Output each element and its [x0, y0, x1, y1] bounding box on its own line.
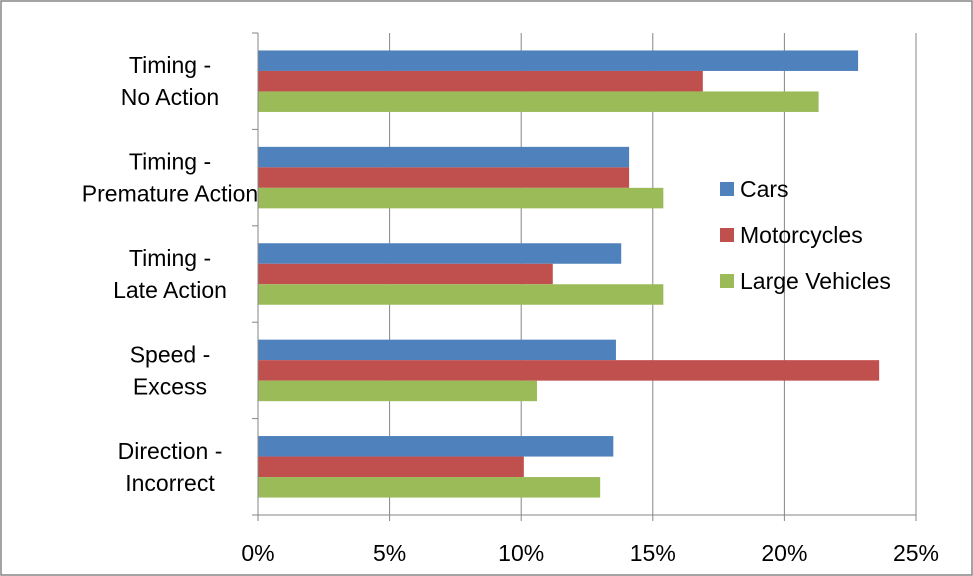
- bar-motorcycles: [258, 70, 703, 92]
- legend-label: Large Vehicles: [740, 268, 891, 294]
- legend-swatch: [720, 228, 734, 242]
- legend-swatch: [720, 274, 734, 288]
- x-tick-label: 15%: [630, 540, 676, 566]
- bar-large-vehicles: [258, 187, 664, 209]
- bar-cars: [258, 243, 622, 264]
- bar-large-vehicles: [258, 380, 537, 402]
- legend: Cars Motorcycles Large Vehicles: [720, 176, 891, 294]
- bar-cars: [258, 436, 614, 457]
- axes: 0% 5% 10% 15% 20% 25% Timing - No Action Timing …: [82, 32, 939, 566]
- category-label: Timing -: [129, 149, 211, 175]
- category-label: Late Action: [113, 277, 227, 303]
- bar-motorcycles: [258, 167, 630, 188]
- legend-label: Cars: [740, 176, 789, 202]
- bar-cars: [258, 146, 630, 168]
- category-label: No Action: [121, 84, 219, 110]
- category-label: Direction -: [118, 438, 223, 464]
- bar-motorcycles: [258, 456, 524, 478]
- category-label: Excess: [133, 373, 207, 399]
- x-tick-label: 10%: [498, 540, 544, 566]
- bar-cars: [258, 50, 859, 71]
- category-label: Timing -: [129, 245, 211, 271]
- x-tick-label: 0%: [241, 540, 274, 566]
- bar-large-vehicles: [258, 284, 664, 305]
- x-tick-label: 25%: [893, 540, 939, 566]
- category-label: Incorrect: [125, 470, 215, 496]
- bar-motorcycles: [258, 263, 553, 285]
- category-label: Timing -: [129, 52, 211, 78]
- bars: [258, 50, 880, 498]
- bar-large-vehicles: [258, 477, 601, 498]
- legend-swatch: [720, 182, 734, 196]
- category-label: Speed -: [130, 341, 211, 367]
- x-tick-label: 5%: [373, 540, 406, 566]
- bar-large-vehicles: [258, 91, 819, 112]
- x-tick-label: 20%: [761, 540, 807, 566]
- bar-cars: [258, 339, 616, 361]
- bar-motorcycles: [258, 360, 880, 381]
- category-label: Premature Action: [82, 181, 258, 207]
- legend-label: Motorcycles: [740, 222, 863, 248]
